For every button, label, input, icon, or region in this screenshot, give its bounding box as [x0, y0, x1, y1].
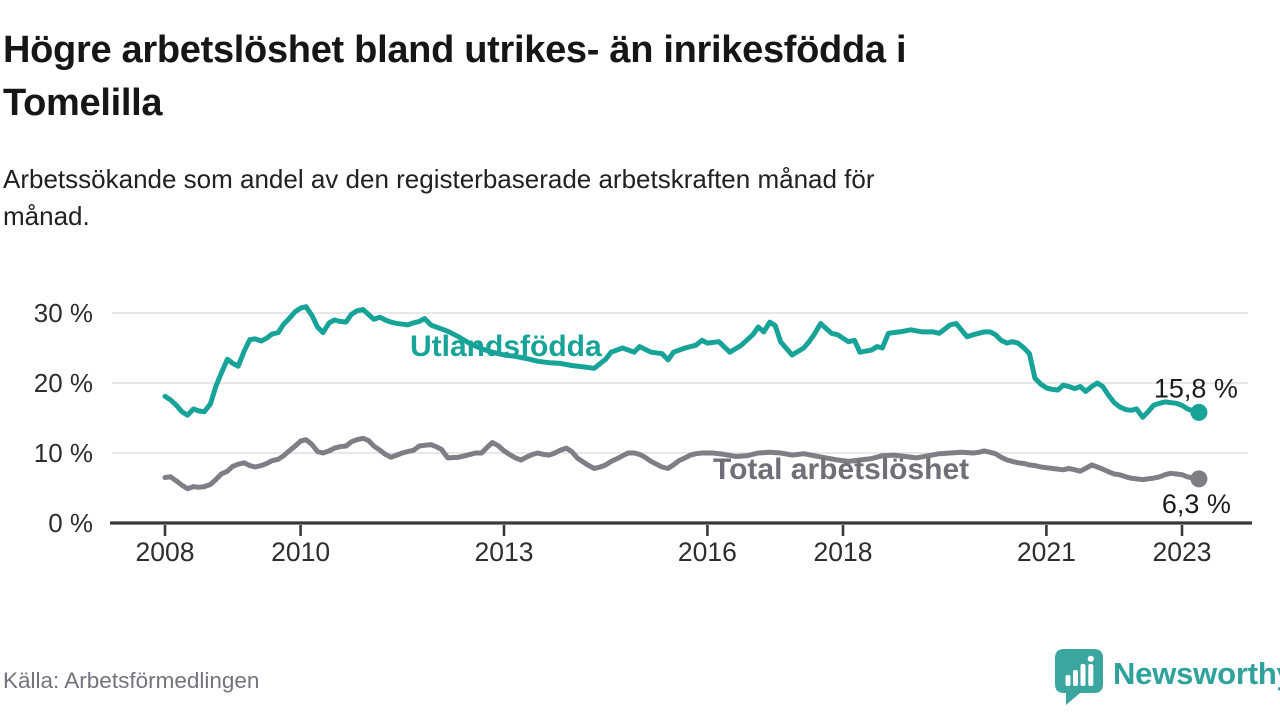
- x-tick-label-2008: 2008: [136, 537, 195, 567]
- series-inline-label-1: Total arbetslöshet: [713, 453, 969, 486]
- x-tick-label-2023: 2023: [1153, 537, 1212, 567]
- page-title-line-1: Högre arbetslöshet bland utrikes- än inr…: [3, 29, 907, 71]
- page-title: Högre arbetslöshet bland utrikes- än inr…: [3, 24, 1263, 130]
- x-tick-label-2016: 2016: [678, 537, 737, 567]
- series-end-label-0: 15,8 %: [1154, 373, 1238, 403]
- series-end-dot-1: [1190, 470, 1208, 488]
- newsworthy-wordmark: Newsworthy: [1113, 656, 1280, 691]
- y-tick-label-0: 0 %: [48, 508, 93, 538]
- source-note: Källa: Arbetsförmedlingen: [3, 668, 260, 693]
- chart-subtitle: Arbetssökande som andel av den registerb…: [3, 161, 1223, 235]
- x-tick-label-2018: 2018: [814, 537, 873, 567]
- chart-subtitle-line-2: månad.: [3, 201, 90, 231]
- series-end-dot-0: [1190, 403, 1208, 421]
- series-end-label-1: 6,3 %: [1162, 489, 1231, 519]
- y-tick-label-30: 30 %: [34, 298, 93, 328]
- series-line-0: [162, 304, 1202, 420]
- x-tick-label-2010: 2010: [271, 537, 330, 567]
- page-title-line-2: Tomelilla: [3, 82, 163, 124]
- newsworthy-logo: Newsworthy: [1054, 648, 1280, 706]
- y-tick-label-10: 10 %: [34, 438, 93, 468]
- y-tick-label-20: 20 %: [34, 368, 93, 398]
- x-tick-label-2021: 2021: [1017, 537, 1076, 567]
- chart-subtitle-line-1: Arbetssökande som andel av den registerb…: [3, 164, 875, 194]
- series-inline-label-0: Utlandsfödda: [410, 330, 602, 363]
- newsworthy-bubble-chart-icon: [1055, 649, 1103, 705]
- x-tick-label-2013: 2013: [475, 537, 534, 567]
- series-line-1: [162, 435, 1202, 492]
